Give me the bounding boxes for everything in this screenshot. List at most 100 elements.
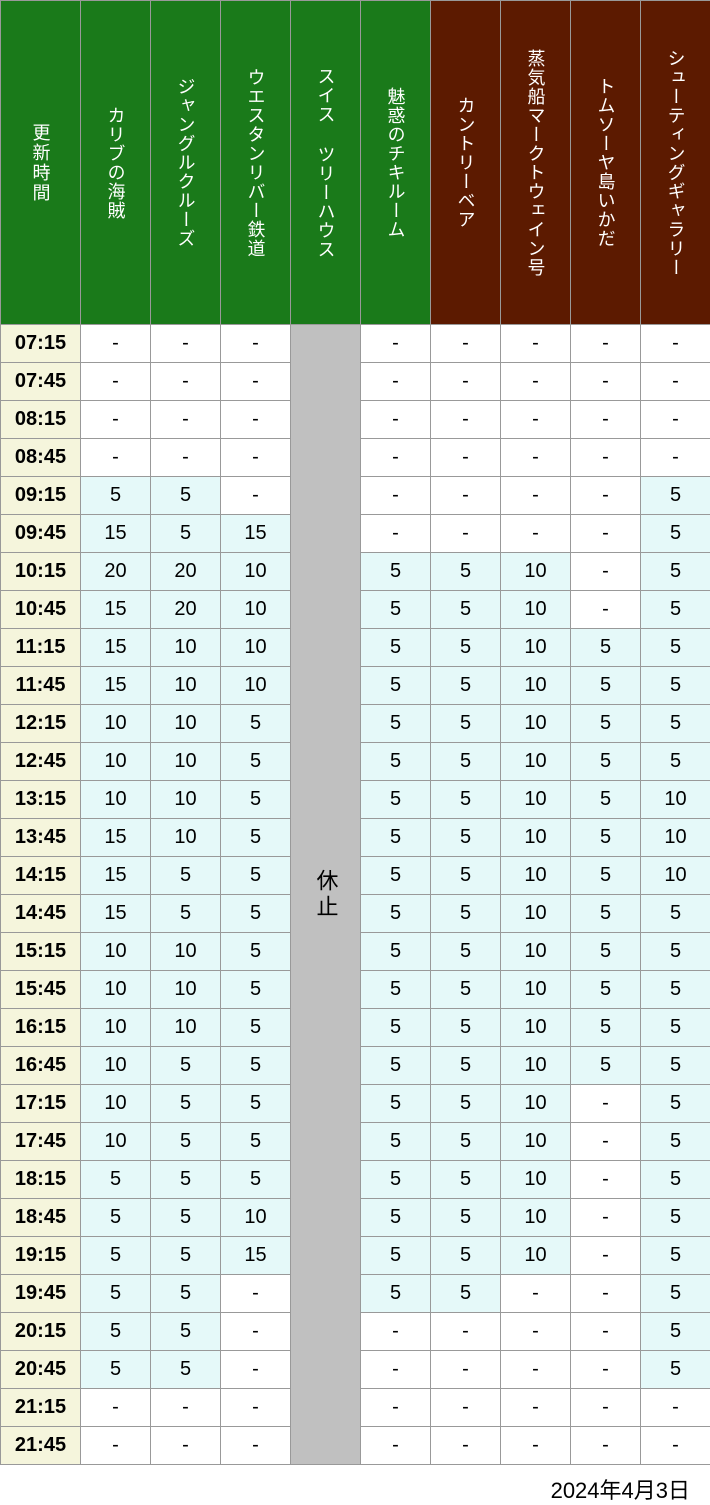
data-cell: 10 xyxy=(641,857,710,895)
table-row: 07:15---休止----- xyxy=(1,325,710,363)
data-cell: 10 xyxy=(151,705,221,743)
data-cell: 15 xyxy=(81,895,151,933)
data-cell: 5 xyxy=(431,971,501,1009)
time-cell: 07:15 xyxy=(1,325,81,363)
data-cell: 10 xyxy=(151,819,221,857)
data-cell: 5 xyxy=(431,1009,501,1047)
data-cell: 20 xyxy=(151,591,221,629)
closed-cell: 休止 xyxy=(291,325,361,1465)
data-cell: 10 xyxy=(501,743,571,781)
data-cell: 5 xyxy=(151,1275,221,1313)
data-cell: 5 xyxy=(431,857,501,895)
data-cell: 10 xyxy=(81,1123,151,1161)
data-cell: 5 xyxy=(641,1237,710,1275)
data-cell: 5 xyxy=(151,857,221,895)
data-cell: 10 xyxy=(641,781,710,819)
data-cell: 5 xyxy=(431,1237,501,1275)
data-cell: 5 xyxy=(151,1123,221,1161)
data-cell: 5 xyxy=(641,971,710,1009)
data-cell: - xyxy=(571,1427,641,1465)
data-cell: 5 xyxy=(151,1237,221,1275)
data-cell: 5 xyxy=(641,667,710,705)
data-cell: 5 xyxy=(571,1047,641,1085)
time-cell: 08:45 xyxy=(1,439,81,477)
time-cell: 14:45 xyxy=(1,895,81,933)
data-cell: 5 xyxy=(431,819,501,857)
time-cell: 18:45 xyxy=(1,1199,81,1237)
data-cell: - xyxy=(361,439,431,477)
data-cell: 5 xyxy=(221,1009,291,1047)
data-cell: - xyxy=(501,325,571,363)
data-cell: - xyxy=(431,401,501,439)
data-cell: - xyxy=(571,591,641,629)
data-cell: 10 xyxy=(151,971,221,1009)
time-cell: 21:45 xyxy=(1,1427,81,1465)
data-cell: 5 xyxy=(431,743,501,781)
data-cell: 5 xyxy=(361,971,431,1009)
data-cell: 5 xyxy=(151,1047,221,1085)
data-cell: - xyxy=(641,325,710,363)
data-cell: 10 xyxy=(501,1047,571,1085)
data-cell: 5 xyxy=(641,1199,710,1237)
data-cell: 5 xyxy=(361,781,431,819)
data-cell: 5 xyxy=(641,1161,710,1199)
data-cell: 5 xyxy=(431,1085,501,1123)
data-cell: 5 xyxy=(361,705,431,743)
data-cell: 5 xyxy=(641,933,710,971)
data-cell: 5 xyxy=(361,1085,431,1123)
data-cell: - xyxy=(501,439,571,477)
data-cell: 5 xyxy=(221,1047,291,1085)
time-cell: 08:15 xyxy=(1,401,81,439)
time-cell: 12:45 xyxy=(1,743,81,781)
data-cell: 5 xyxy=(151,1161,221,1199)
table-body: 07:15---休止-----07:45--------08:15-------… xyxy=(1,325,710,1465)
data-cell: - xyxy=(431,1313,501,1351)
data-cell: 15 xyxy=(81,515,151,553)
data-cell: 5 xyxy=(571,933,641,971)
data-cell: 5 xyxy=(431,1161,501,1199)
data-cell: - xyxy=(571,1237,641,1275)
data-cell: - xyxy=(571,1275,641,1313)
data-cell: 5 xyxy=(221,705,291,743)
data-cell: 10 xyxy=(501,1237,571,1275)
data-cell: 5 xyxy=(221,1085,291,1123)
data-cell: - xyxy=(431,477,501,515)
attraction-header-5: カントリーベア xyxy=(431,1,501,325)
data-cell: 10 xyxy=(501,857,571,895)
data-cell: 10 xyxy=(221,553,291,591)
data-cell: 5 xyxy=(361,819,431,857)
data-cell: 5 xyxy=(361,1199,431,1237)
data-cell: - xyxy=(151,1427,221,1465)
wait-time-table-container: 更新時間カリブの海賊ジャングルクルーズウエスタンリバー鉄道スイス ツリーハウス魅… xyxy=(0,0,710,1505)
data-cell: 5 xyxy=(641,1123,710,1161)
data-cell: - xyxy=(221,477,291,515)
data-cell: 10 xyxy=(81,933,151,971)
time-cell: 19:15 xyxy=(1,1237,81,1275)
data-cell: - xyxy=(501,1313,571,1351)
data-cell: 5 xyxy=(221,895,291,933)
data-cell: 10 xyxy=(501,1085,571,1123)
data-cell: 10 xyxy=(501,1161,571,1199)
data-cell: - xyxy=(571,1123,641,1161)
data-cell: 10 xyxy=(81,743,151,781)
time-cell: 10:45 xyxy=(1,591,81,629)
data-cell: 10 xyxy=(501,591,571,629)
data-cell: 5 xyxy=(641,477,710,515)
data-cell: - xyxy=(571,325,641,363)
data-cell: 5 xyxy=(221,781,291,819)
attraction-header-3: スイス ツリーハウス xyxy=(291,1,361,325)
time-cell: 09:15 xyxy=(1,477,81,515)
data-cell: 10 xyxy=(151,1009,221,1047)
data-cell: - xyxy=(361,1427,431,1465)
data-cell: 5 xyxy=(431,1123,501,1161)
data-cell: 10 xyxy=(501,629,571,667)
data-cell: 5 xyxy=(431,629,501,667)
time-cell: 12:15 xyxy=(1,705,81,743)
data-cell: - xyxy=(221,1351,291,1389)
data-cell: 5 xyxy=(431,1047,501,1085)
data-cell: - xyxy=(221,1389,291,1427)
data-cell: 5 xyxy=(431,781,501,819)
data-cell: - xyxy=(431,1389,501,1427)
data-cell: - xyxy=(571,553,641,591)
data-cell: 5 xyxy=(361,1237,431,1275)
